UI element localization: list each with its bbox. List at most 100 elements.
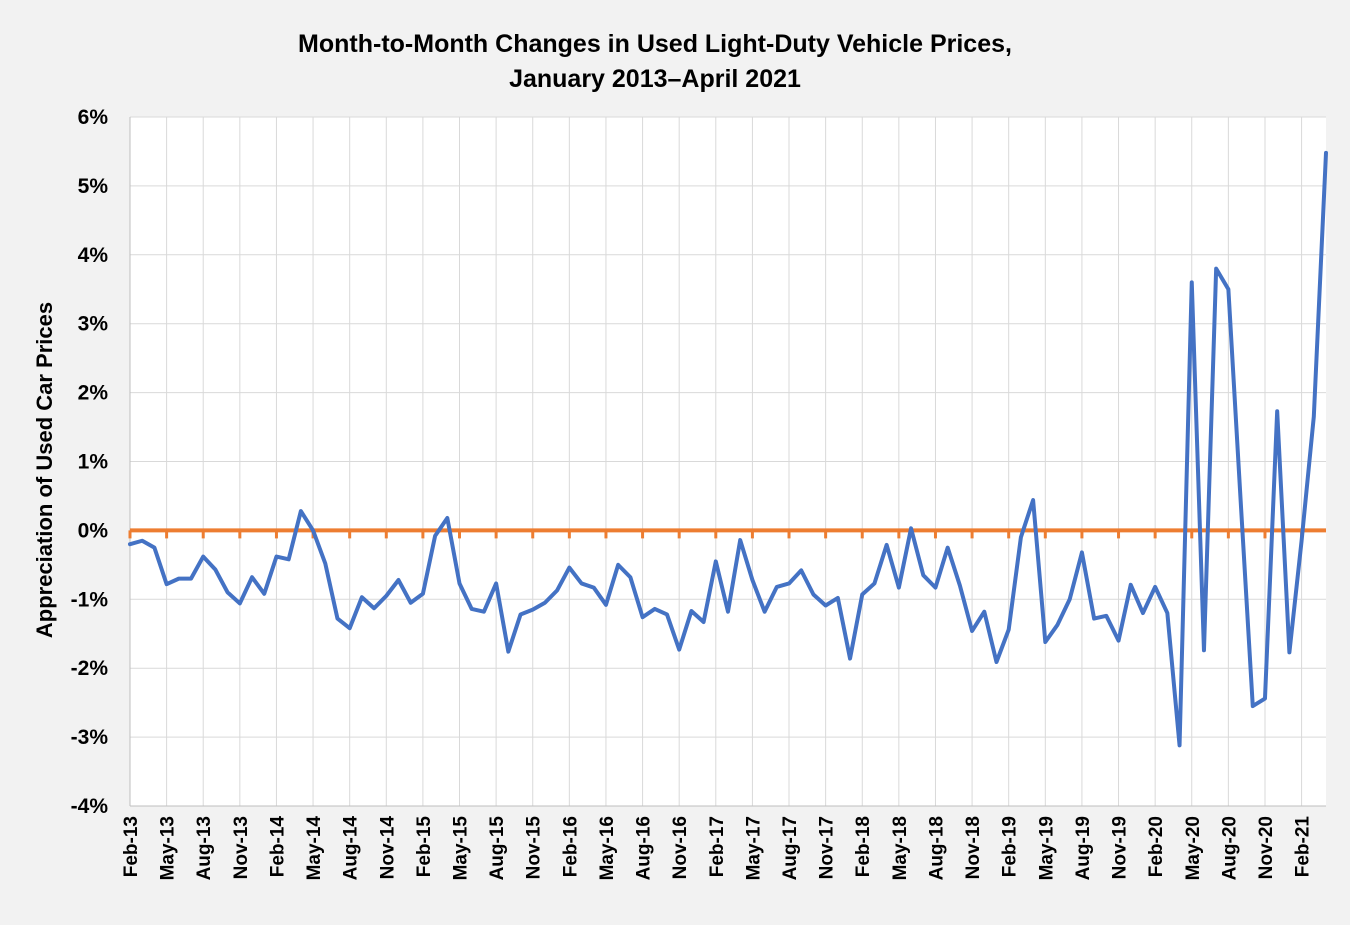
x-tick-label: May-14 <box>304 816 325 881</box>
data-point <box>555 588 559 592</box>
data-point <box>531 608 535 612</box>
data-point <box>165 582 169 586</box>
data-point <box>152 546 156 550</box>
data-point <box>1043 640 1047 644</box>
data-point <box>250 575 254 579</box>
data-point <box>226 590 230 594</box>
data-point <box>384 594 388 598</box>
data-point <box>1324 151 1328 155</box>
data-point <box>970 629 974 633</box>
x-tick-label: Aug-15 <box>487 816 508 881</box>
y-tick-label: 2% <box>78 382 109 405</box>
x-tick-label: Nov-15 <box>524 816 545 880</box>
data-point <box>335 617 339 621</box>
data-point <box>580 581 584 585</box>
data-point <box>775 585 779 589</box>
data-point <box>628 575 632 579</box>
x-tick-label: Aug-20 <box>1219 816 1240 880</box>
data-point <box>677 648 681 652</box>
data-point <box>323 561 327 565</box>
data-point <box>1141 611 1145 615</box>
data-point <box>1129 583 1133 587</box>
data-point <box>372 606 376 610</box>
x-tick-label: Feb-18 <box>853 816 874 877</box>
data-point <box>1275 409 1279 413</box>
data-point <box>946 546 950 550</box>
data-point <box>616 563 620 567</box>
x-tick-label: May-17 <box>743 816 764 880</box>
data-point <box>799 568 803 572</box>
data-point <box>738 538 742 542</box>
data-point <box>1190 280 1194 284</box>
data-point <box>519 612 523 616</box>
data-point <box>140 539 144 543</box>
x-tick-label: Aug-18 <box>926 816 947 880</box>
y-tick-label: -2% <box>71 657 109 680</box>
y-tick-label: -1% <box>71 588 109 611</box>
data-point <box>1153 585 1157 589</box>
data-point <box>1092 617 1096 621</box>
data-point <box>1226 287 1230 291</box>
data-point <box>1178 743 1182 747</box>
data-point <box>1214 267 1218 271</box>
x-tick-label: Nov-19 <box>1110 816 1131 879</box>
x-tick-label: Feb-14 <box>267 816 288 878</box>
data-point <box>445 516 449 520</box>
data-point <box>1239 497 1243 501</box>
x-tick-labels: Feb-13 May-13 Aug-13 Nov-13 Feb-14 May-14 Aug-… <box>121 816 1314 881</box>
x-tick-label: Feb-17 <box>707 816 728 877</box>
x-tick-label: May-15 <box>451 816 472 881</box>
data-point <box>897 586 901 590</box>
data-point <box>653 607 657 611</box>
data-point <box>128 542 132 546</box>
y-tick-labels: 6% 5% 4% 3% 2% 1% 0% -1% -2% -3% -4% <box>71 106 109 818</box>
data-point <box>506 650 510 654</box>
data-point <box>1080 550 1084 554</box>
data-point <box>494 581 498 585</box>
data-point <box>921 573 925 577</box>
data-point <box>433 534 437 538</box>
data-point <box>470 607 474 611</box>
data-point <box>543 601 547 605</box>
data-point <box>1056 623 1060 627</box>
x-tick-label: May-13 <box>158 816 179 880</box>
chart-title-line-2: January 2013–April 2021 <box>509 65 801 93</box>
data-point <box>909 526 913 530</box>
data-point <box>482 610 486 614</box>
x-tick-label: Feb-15 <box>414 816 435 878</box>
x-tick-label: Aug-19 <box>1073 816 1094 880</box>
data-point <box>299 509 303 513</box>
data-point <box>933 586 937 590</box>
x-tick-label: May-18 <box>890 816 911 880</box>
data-point <box>994 660 998 664</box>
x-tick-label: Feb-13 <box>121 816 142 877</box>
y-tick-label: -4% <box>71 795 109 818</box>
data-point <box>836 596 840 600</box>
y-tick-label: 4% <box>78 244 109 267</box>
y-tick-label: 0% <box>78 519 109 542</box>
x-tick-label: May-20 <box>1183 816 1204 880</box>
data-point <box>177 577 181 581</box>
data-point <box>726 610 730 614</box>
data-point <box>848 657 852 661</box>
data-point <box>750 578 754 582</box>
data-point <box>1117 639 1121 643</box>
data-point <box>311 528 315 532</box>
data-point <box>360 595 364 599</box>
x-tick-label: Feb-16 <box>560 816 581 877</box>
data-point <box>348 626 352 630</box>
data-point <box>1202 648 1206 652</box>
y-tick-label: 5% <box>78 175 109 198</box>
y-tick-label: 6% <box>78 106 109 129</box>
data-point <box>958 584 962 588</box>
data-point <box>1165 611 1169 615</box>
data-point <box>689 609 693 613</box>
data-point <box>1068 597 1072 601</box>
data-point <box>567 566 571 570</box>
x-tick-label: May-16 <box>597 816 618 880</box>
x-tick-label: Feb-20 <box>1146 816 1167 877</box>
data-point <box>885 543 889 547</box>
x-tick-label: Nov-13 <box>231 816 252 879</box>
data-point <box>274 555 278 559</box>
data-point <box>604 603 608 607</box>
